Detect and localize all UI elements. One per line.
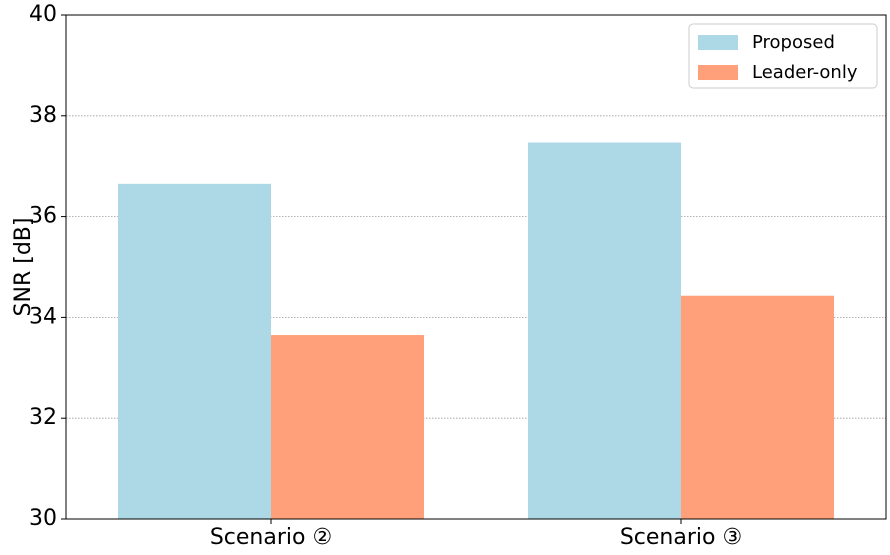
y-tick-label: 32 (29, 405, 57, 430)
bar-proposed-2 (528, 142, 681, 519)
x-axis-ticks: Scenario ② Scenario ③ (210, 519, 742, 550)
legend: Proposed Leader-only (688, 23, 878, 89)
y-tick-label: 38 (29, 103, 57, 128)
y-axis-label: SNR [dB] (11, 218, 36, 317)
x-tick-label: Scenario ③ (620, 525, 742, 550)
plot-frame (65, 14, 887, 520)
bars (118, 142, 834, 519)
bar-leader-only-1 (271, 335, 424, 519)
bar-leader-only-2 (681, 295, 834, 519)
legend-label: Proposed (752, 32, 835, 53)
bar-proposed-1 (118, 183, 271, 519)
y-tick-label: 30 (29, 506, 57, 531)
legend-label: Leader-only (752, 62, 858, 83)
legend-swatch (698, 35, 738, 50)
y-tick-label: 40 (29, 2, 57, 27)
y-tick-label: 36 (29, 204, 57, 229)
x-tick-label: Scenario ② (210, 525, 332, 550)
y-tick-label: 34 (29, 304, 57, 329)
y-axis-ticks: 30 32 34 36 38 40 (29, 2, 66, 531)
legend-swatch (698, 65, 738, 80)
